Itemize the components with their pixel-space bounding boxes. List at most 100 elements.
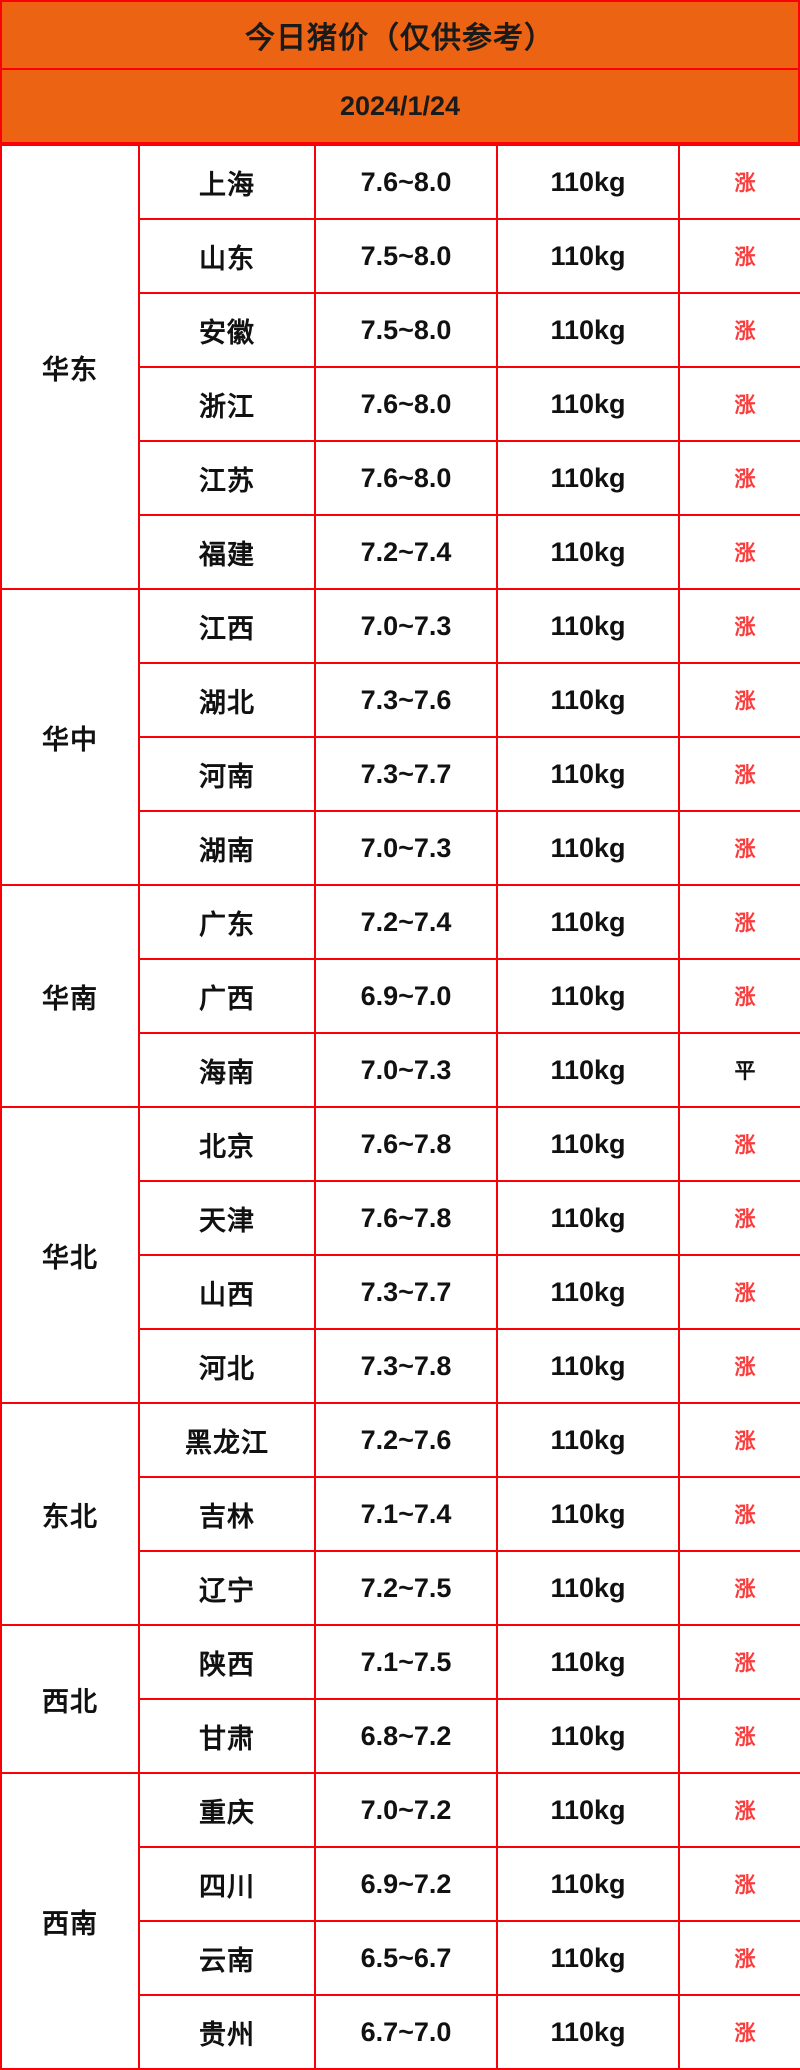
weight-cell: 110kg xyxy=(496,1402,680,1478)
trend-badge: 涨 xyxy=(678,736,800,812)
province-cell: 河南 xyxy=(138,736,316,812)
table-row: 华北 北京 7.6~7.8 110kg 涨 xyxy=(0,1106,800,1404)
price-cell: 7.3~7.6 xyxy=(314,662,498,738)
province-cell: 山东 xyxy=(138,218,316,294)
weight-cell: 110kg xyxy=(496,1032,680,1108)
weight-cell: 110kg xyxy=(496,514,680,590)
price-cell: 7.2~7.5 xyxy=(314,1550,498,1626)
price-cell: 6.5~6.7 xyxy=(314,1920,498,1996)
weight-cell: 110kg xyxy=(496,588,680,664)
trend-badge: 涨 xyxy=(678,810,800,886)
price-table-body: 华东 上海 7.6~8.0 110kg 涨山东 7.5~8.0 110kg 涨安徽 7.5~8.… xyxy=(0,144,800,2070)
region-cell: 西北 xyxy=(0,1624,140,1774)
weight-cell: 110kg xyxy=(496,810,680,886)
price-cell: 7.0~7.3 xyxy=(314,1032,498,1108)
table-row: 福建 7.2~7.4 110kg 涨 xyxy=(1,514,800,590)
price-cell: 7.0~7.3 xyxy=(314,588,498,664)
weight-cell: 110kg xyxy=(496,1254,680,1330)
province-cell: 陕西 xyxy=(138,1624,316,1700)
weight-cell: 110kg xyxy=(496,662,680,738)
weight-cell: 110kg xyxy=(496,1328,680,1404)
trend-badge: 涨 xyxy=(678,144,800,220)
weight-cell: 110kg xyxy=(496,1550,680,1626)
price-cell: 7.1~7.5 xyxy=(314,1624,498,1700)
province-cell: 贵州 xyxy=(138,1994,316,2070)
province-cell: 湖北 xyxy=(138,662,316,738)
region-cell: 华北 xyxy=(0,1106,140,1404)
price-cell: 7.6~8.0 xyxy=(314,144,498,220)
table-row: 华中 江西 7.0~7.3 110kg 涨 xyxy=(0,588,800,886)
price-table: 华东 上海 7.6~8.0 110kg 涨山东 7.5~8.0 110kg 涨安徽 7.5~8.… xyxy=(0,144,800,2070)
trend-badge: 涨 xyxy=(678,1328,800,1404)
weight-cell: 110kg xyxy=(496,736,680,812)
price-cell: 6.7~7.0 xyxy=(314,1994,498,2070)
table-row: 江苏 7.6~8.0 110kg 涨 xyxy=(1,440,800,516)
table-row: 云南 6.5~6.7 110kg 涨 xyxy=(1,1920,800,1996)
table-row: 山东 7.5~8.0 110kg 涨 xyxy=(1,218,800,294)
region-cell: 华南 xyxy=(0,884,140,1108)
trend-badge: 平 xyxy=(678,1032,800,1108)
table-row: 西南 重庆 7.0~7.2 110kg 涨 xyxy=(0,1772,800,2070)
province-cell: 四川 xyxy=(138,1846,316,1922)
province-cell: 北京 xyxy=(138,1106,316,1182)
trend-badge: 涨 xyxy=(678,1106,800,1182)
province-cell: 河北 xyxy=(138,1328,316,1404)
table-row: 安徽 7.5~8.0 110kg 涨 xyxy=(1,292,800,368)
province-cell: 上海 xyxy=(138,144,316,220)
province-cell: 重庆 xyxy=(138,1772,316,1848)
price-cell: 7.5~8.0 xyxy=(314,218,498,294)
trend-badge: 涨 xyxy=(678,514,800,590)
weight-cell: 110kg xyxy=(496,884,680,960)
region-cell: 华东 xyxy=(0,144,140,590)
region-cell: 西南 xyxy=(0,1772,140,2070)
trend-badge: 涨 xyxy=(678,1698,800,1774)
province-cell: 江苏 xyxy=(138,440,316,516)
trend-badge: 涨 xyxy=(678,588,800,664)
trend-badge: 涨 xyxy=(678,1920,800,1996)
table-row: 吉林 7.1~7.4 110kg 涨 xyxy=(1,1476,800,1552)
price-cell: 6.8~7.2 xyxy=(314,1698,498,1774)
province-cell: 吉林 xyxy=(138,1476,316,1552)
table-row: 甘肃 6.8~7.2 110kg 涨 xyxy=(1,1698,800,1774)
weight-cell: 110kg xyxy=(496,1698,680,1774)
province-cell: 黑龙江 xyxy=(138,1402,316,1478)
trend-badge: 涨 xyxy=(678,218,800,294)
trend-badge: 涨 xyxy=(678,1476,800,1552)
trend-badge: 涨 xyxy=(678,1254,800,1330)
price-cell: 7.3~7.8 xyxy=(314,1328,498,1404)
province-cell: 广西 xyxy=(138,958,316,1034)
province-cell: 江西 xyxy=(138,588,316,664)
province-cell: 安徽 xyxy=(138,292,316,368)
weight-cell: 110kg xyxy=(496,1772,680,1848)
price-cell: 7.1~7.4 xyxy=(314,1476,498,1552)
weight-cell: 110kg xyxy=(496,144,680,220)
weight-cell: 110kg xyxy=(496,1624,680,1700)
price-cell: 7.3~7.7 xyxy=(314,736,498,812)
trend-badge: 涨 xyxy=(678,292,800,368)
price-cell: 6.9~7.0 xyxy=(314,958,498,1034)
price-cell: 7.0~7.3 xyxy=(314,810,498,886)
trend-badge: 涨 xyxy=(678,1846,800,1922)
table-row: 辽宁 7.2~7.5 110kg 涨 xyxy=(1,1550,800,1626)
price-cell: 7.5~8.0 xyxy=(314,292,498,368)
trend-badge: 涨 xyxy=(678,1994,800,2070)
report-date: 2024/1/24 xyxy=(0,70,800,144)
province-cell: 广东 xyxy=(138,884,316,960)
trend-badge: 涨 xyxy=(678,958,800,1034)
trend-badge: 涨 xyxy=(678,1772,800,1848)
weight-cell: 110kg xyxy=(496,1846,680,1922)
table-row: 湖南 7.0~7.3 110kg 涨 xyxy=(1,810,800,886)
province-cell: 福建 xyxy=(138,514,316,590)
trend-badge: 涨 xyxy=(678,1402,800,1478)
price-cell: 6.9~7.2 xyxy=(314,1846,498,1922)
table-row: 湖北 7.3~7.6 110kg 涨 xyxy=(1,662,800,738)
weight-cell: 110kg xyxy=(496,958,680,1034)
trend-badge: 涨 xyxy=(678,1550,800,1626)
price-cell: 7.2~7.4 xyxy=(314,514,498,590)
price-cell: 7.6~7.8 xyxy=(314,1106,498,1182)
price-cell: 7.2~7.6 xyxy=(314,1402,498,1478)
trend-badge: 涨 xyxy=(678,1180,800,1256)
province-cell: 浙江 xyxy=(138,366,316,442)
weight-cell: 110kg xyxy=(496,1180,680,1256)
